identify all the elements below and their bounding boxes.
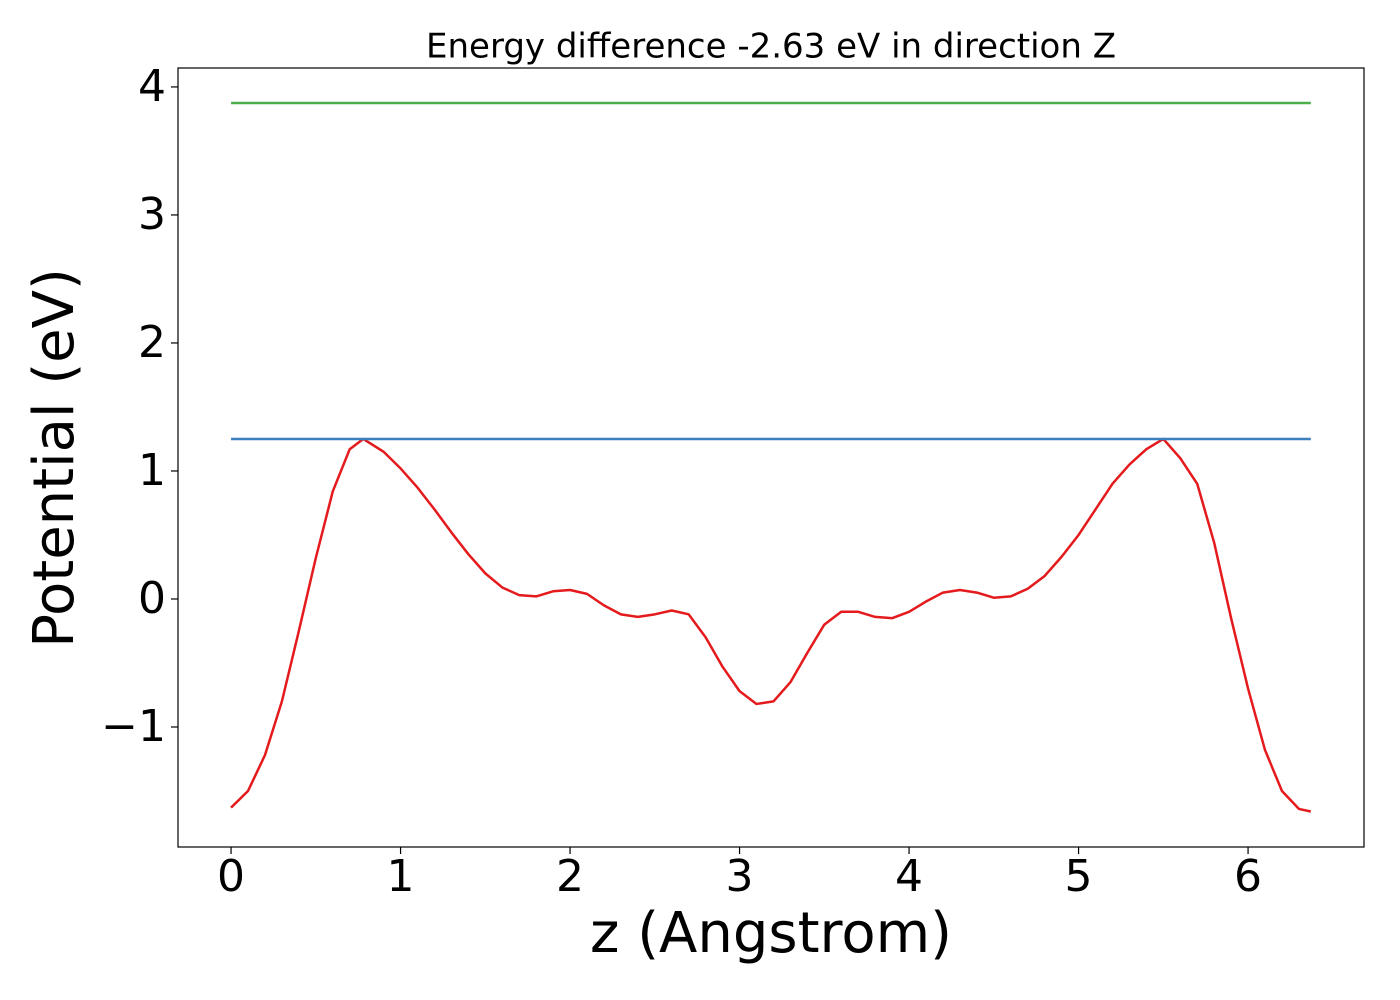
plot-frame: [177, 67, 1365, 848]
y-axis-label: Potential (eV): [22, 268, 87, 648]
y-tick-label: 1: [138, 445, 166, 496]
x-tick-label: 1: [387, 851, 415, 902]
y-tick-label: 2: [138, 317, 166, 368]
y-tick-label: 3: [138, 189, 166, 240]
data-line: [230, 437, 1312, 813]
x-tick-label: 0: [217, 851, 245, 902]
x-axis-label: z (Angstrom): [590, 901, 952, 966]
x-tick-label: 3: [726, 851, 754, 902]
y-tick-label: 4: [138, 61, 166, 112]
chart-title: Energy difference -2.63 eV in direction …: [426, 27, 1116, 67]
x-tick-label: 2: [556, 851, 584, 902]
y-tick-label: 0: [138, 573, 166, 624]
y-tick-label: −1: [101, 701, 166, 752]
x-tick-label: 6: [1234, 851, 1262, 902]
x-tick-label: 4: [895, 851, 923, 902]
x-tick-label: 5: [1065, 851, 1093, 902]
